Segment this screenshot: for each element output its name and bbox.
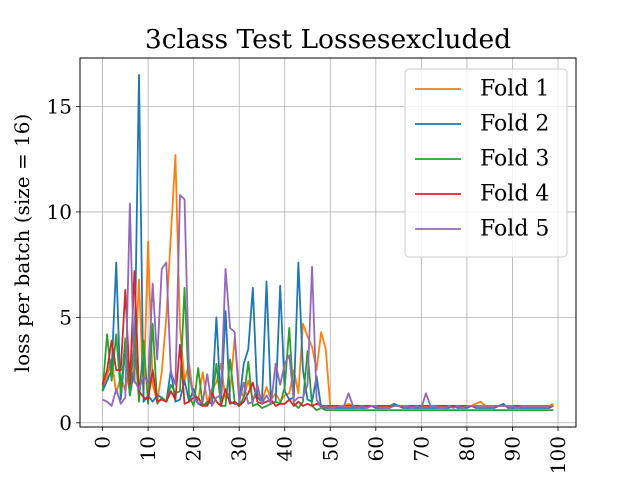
x-tick-label: 70 — [409, 436, 433, 461]
series-line-fold-5 — [102, 194, 554, 409]
y-tick-label: 0 — [59, 411, 72, 435]
legend-label-fold-3: Fold 3 — [480, 147, 549, 172]
x-tick-label: 100 — [546, 436, 570, 474]
x-tick-label: 50 — [318, 436, 342, 461]
x-tick-label: 0 — [91, 436, 115, 449]
y-axis-label: loss per batch (size = 16) — [10, 114, 34, 373]
x-tick-label: 10 — [136, 436, 160, 461]
legend-label-fold-1: Fold 1 — [480, 77, 549, 102]
legend-box — [404, 68, 568, 258]
chart-title: 3class Test Lossesexcluded — [145, 24, 511, 55]
x-axis-ticks: 0 10 20 30 40 50 60 70 80 90 100 — [91, 427, 570, 474]
series-line-fold-2 — [101, 73, 554, 409]
y-tick-label: 15 — [47, 94, 72, 118]
legend: Fold 1 Fold 2 Fold 3 Fold 4 Fold 5 — [404, 68, 568, 258]
legend-label-fold-2: Fold 2 — [480, 112, 549, 137]
y-tick-label: 5 — [59, 305, 72, 329]
series-line-fold-3 — [101, 286, 554, 412]
series-line-fold-1 — [101, 154, 554, 407]
x-tick-label: 80 — [455, 436, 479, 461]
x-tick-label: 30 — [227, 436, 251, 461]
y-tick-label: 10 — [47, 200, 72, 224]
x-tick-label: 20 — [182, 436, 206, 461]
x-tick-label: 40 — [273, 436, 297, 461]
x-tick-label: 60 — [364, 436, 388, 461]
legend-label-fold-5: Fold 5 — [480, 217, 549, 242]
x-tick-label: 90 — [500, 436, 524, 461]
plot-area-frame — [79, 57, 577, 428]
legend-label-fold-4: Fold 4 — [480, 182, 549, 207]
y-axis-ticks: 0 5 10 15 — [47, 94, 80, 435]
series-lines — [101, 73, 554, 412]
